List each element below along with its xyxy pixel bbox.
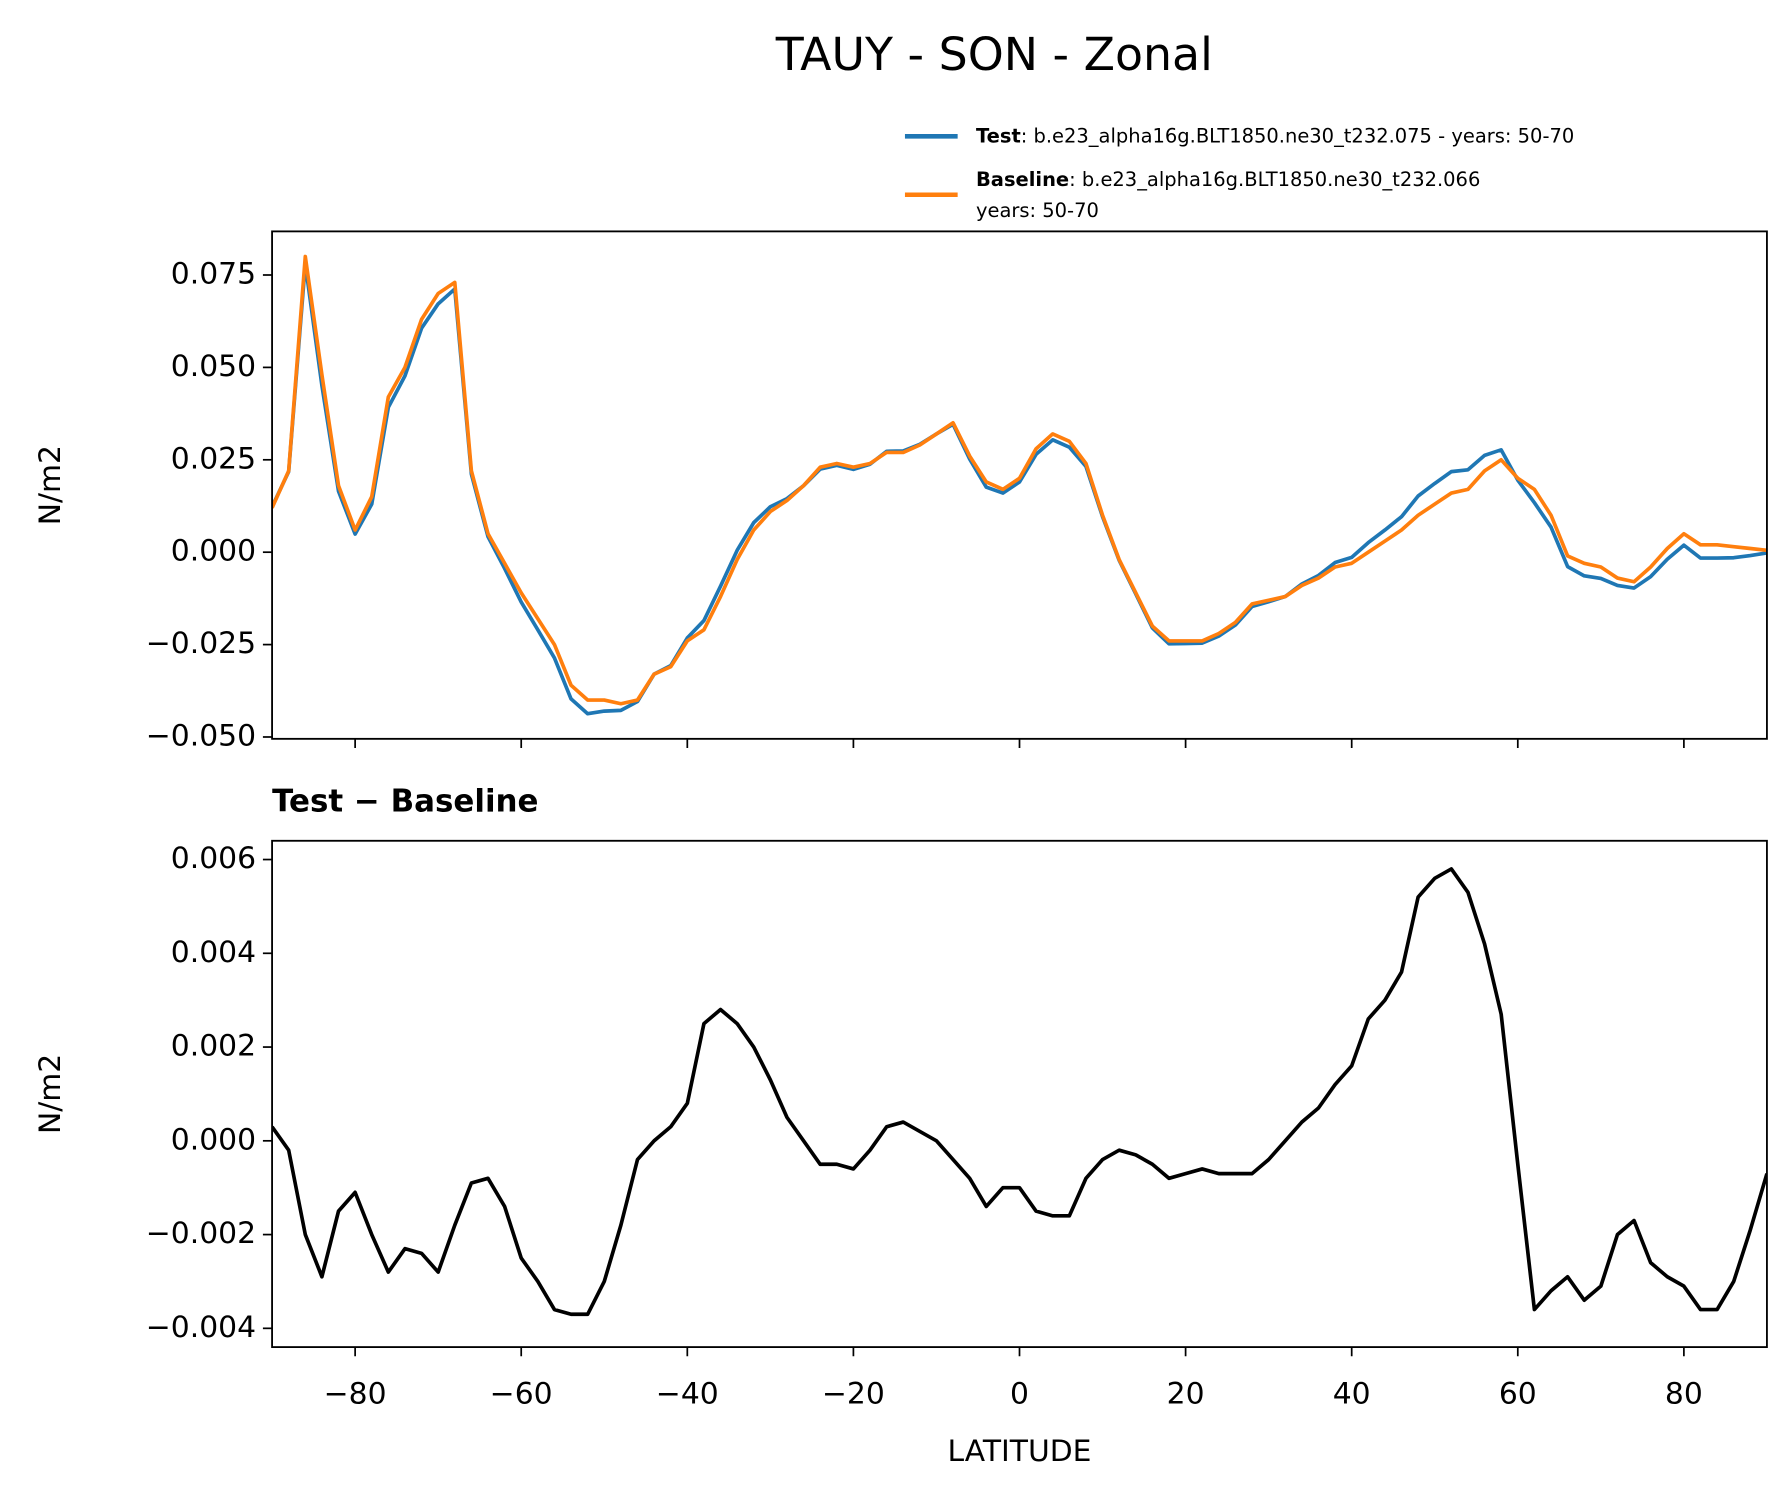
legend-label: years: 50-70 [976, 198, 1099, 221]
legend: Test: b.e23_alpha16g.BLT1850.ne30_t232.0… [904, 124, 1574, 221]
y-axis-label: N/m2 [33, 445, 68, 525]
legend-label: Test: b.e23_alpha16g.BLT1850.ne30_t232.0… [976, 124, 1574, 147]
legend-name: Test [976, 124, 1021, 147]
subplot: TAUY - SON - Zonal −0.050 −0.025 0.000 0.025… [33, 27, 1768, 753]
x-tick-label: −40 [656, 1377, 719, 1412]
legend-text: : b.e23_alpha16g.BLT1850.ne30_t232.066 [1069, 167, 1480, 190]
y-tick-label: −0.050 [146, 718, 256, 753]
x-tick-label: 0 [1010, 1377, 1029, 1412]
axes-frame [271, 230, 1768, 740]
y-tick-label: 0.050 [171, 349, 256, 384]
subplot-title: Test − Baseline [272, 783, 538, 819]
legend-text: : b.e23_alpha16g.BLT1850.ne30_t232.075 -… [1021, 124, 1574, 147]
x-tick-label: 20 [1167, 1377, 1205, 1412]
x-tick-label: −80 [324, 1377, 387, 1412]
y-tick-label: 0.006 [171, 841, 256, 876]
y-tick-label: 0.002 [171, 1029, 256, 1064]
y-tick-label: 0.000 [171, 534, 256, 569]
series-line [272, 867, 1767, 1317]
legend-label: Baseline: b.e23_alpha16g.BLT1850.ne30_t2… [976, 167, 1480, 190]
y-tick-label: −0.025 [146, 626, 256, 661]
legend-text: years: 50-70 [976, 198, 1099, 221]
axes-frame [271, 839, 1768, 1349]
y-tick-label: 0.004 [171, 935, 256, 970]
x-tick-label: 40 [1333, 1377, 1371, 1412]
y-axis-label: N/m2 [33, 1054, 68, 1134]
y-tick-label: −0.004 [146, 1310, 256, 1345]
x-tick-label: 60 [1499, 1377, 1537, 1412]
chart-title: TAUY - SON - Zonal [775, 27, 1213, 81]
y-tick-label: −0.002 [146, 1216, 256, 1251]
series-line [272, 262, 1767, 716]
x-axis-label: LATITUDE [948, 1434, 1092, 1469]
subplot: Test − Baseline −0.004 −0.002 0.000 0.002 0.0… [33, 783, 1768, 1469]
y-tick-label: 0.075 [171, 256, 256, 291]
x-tick-label: −20 [822, 1377, 885, 1412]
series-line [272, 254, 1767, 706]
y-tick-label: 0.025 [171, 441, 256, 476]
legend-name: Baseline [976, 167, 1069, 190]
x-tick-label: −60 [490, 1377, 553, 1412]
y-tick-label: 0.000 [171, 1122, 256, 1157]
x-tick-label: 80 [1665, 1377, 1703, 1412]
